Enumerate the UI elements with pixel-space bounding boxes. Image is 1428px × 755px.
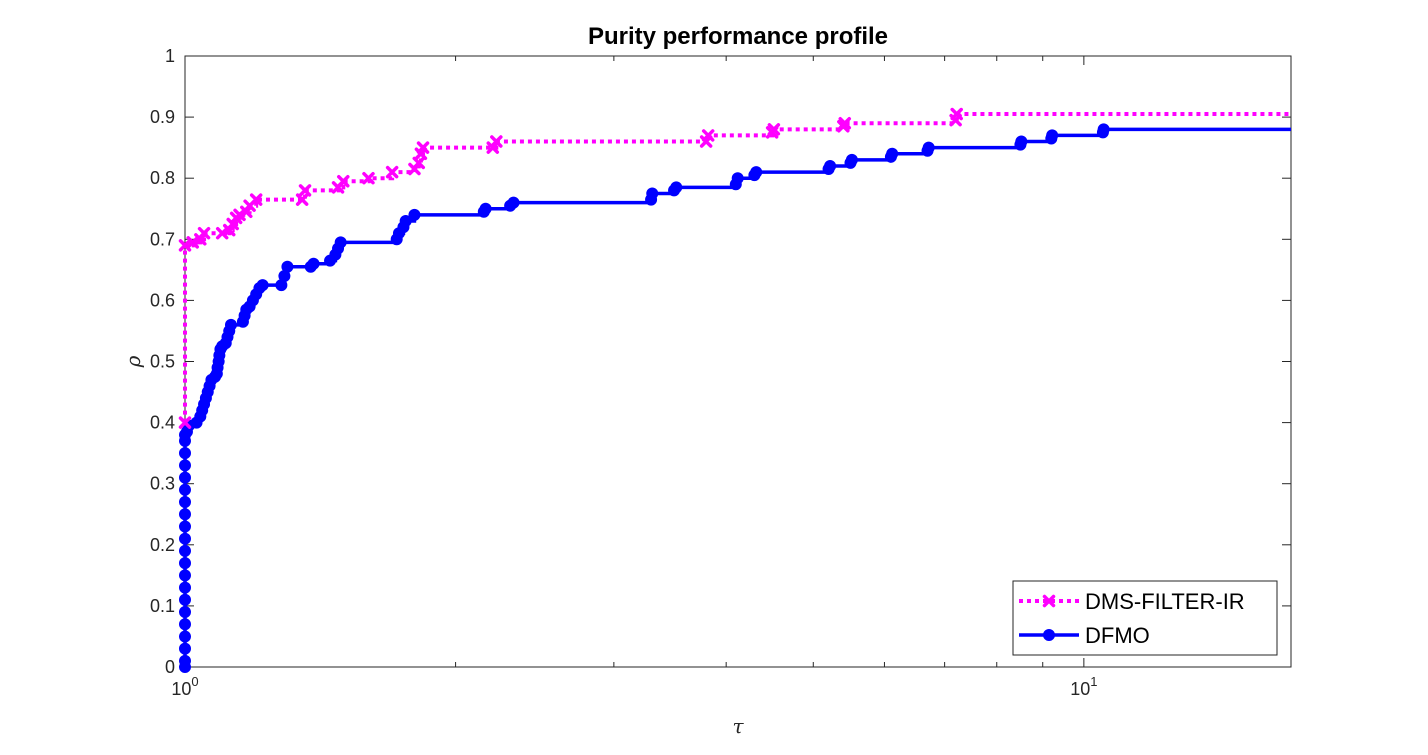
data-point-dfmo (179, 581, 191, 594)
data-point-dms-filter-ir (249, 193, 263, 206)
data-point-dms-filter-ir (767, 123, 781, 136)
data-point-dfmo (179, 630, 191, 643)
data-point-dms-filter-ir (490, 135, 503, 148)
data-point-dfmo (179, 606, 191, 619)
data-point-dfmo (307, 257, 320, 270)
data-point-dms-filter-ir (416, 141, 430, 154)
data-point-dfmo (479, 202, 492, 215)
data-point-dms-filter-ir (701, 129, 715, 142)
data-point-dfmo (179, 569, 191, 582)
data-point-dms-filter-ir (486, 141, 500, 154)
y-tick-label: 0.7 (150, 229, 175, 249)
y-tick-label: 0.3 (150, 474, 175, 494)
legend-label-dfmo: DFMO (1085, 623, 1150, 648)
data-point-dms-filter-ir (222, 223, 236, 237)
data-point-dfmo (922, 141, 935, 154)
series-dms-filter-ir (178, 107, 1291, 429)
legend-marker-dfmo (1043, 629, 1055, 641)
data-point-dms-filter-ir (385, 165, 399, 179)
data-point-dfmo (750, 166, 763, 179)
data-point-dms-filter-ir (240, 205, 253, 219)
data-point-dfmo (179, 593, 191, 606)
data-point-dfmo (670, 181, 683, 194)
x-tick-label: 100 (171, 674, 198, 699)
legend: DMS-FILTER-IR DFMO (1012, 580, 1278, 656)
y-tick-label: 0.8 (150, 168, 175, 188)
data-point-dfmo (646, 187, 659, 200)
y-tick-label: 0.2 (150, 535, 175, 555)
data-point-dfmo (179, 618, 191, 631)
plot-frame (184, 55, 1292, 668)
data-point-dfmo (179, 557, 191, 570)
data-point-dfmo (1046, 129, 1059, 142)
data-point-dfmo (507, 196, 520, 209)
y-tick-label: 0 (165, 657, 175, 677)
y-tick-label: 0.1 (150, 596, 175, 616)
data-point-dfmo (281, 260, 294, 273)
data-point-dfmo (845, 153, 858, 166)
series-layer (178, 107, 1291, 673)
data-point-dfmo (224, 318, 237, 331)
data-point-dfmo (179, 471, 191, 484)
y-tick-label: 0.5 (150, 352, 175, 372)
data-point-dfmo (179, 496, 191, 509)
legend-marker-dms-filter-ir (1042, 594, 1056, 608)
data-point-dfmo (886, 147, 899, 160)
data-point-dfmo (179, 532, 191, 545)
data-point-dms-filter-ir (412, 156, 426, 170)
chart-title: Purity performance profile (588, 23, 888, 50)
legend-box (1012, 580, 1278, 656)
data-point-dfmo (179, 483, 191, 496)
x-tick-label: 101 (1070, 674, 1097, 699)
y-axis-label: ρ (121, 355, 145, 368)
plot-box (184, 55, 1292, 668)
data-point-dms-filter-ir (226, 217, 239, 231)
data-point-dfmo (399, 214, 412, 227)
legend-label-dms-filter-ir: DMS-FILTER-IR (1085, 589, 1245, 614)
data-point-dfmo (179, 520, 191, 533)
data-point-dfmo (179, 654, 191, 667)
data-point-dms-filter-ir (178, 416, 192, 429)
data-point-dfmo (408, 208, 421, 221)
data-point-dfmo (179, 508, 191, 521)
data-point-dfmo (179, 642, 191, 655)
data-point-dfmo (179, 459, 191, 472)
data-point-dms-filter-ir (298, 184, 312, 197)
data-point-dfmo (1015, 135, 1028, 148)
data-point-dms-filter-ir (337, 175, 350, 188)
data-point-dms-filter-ir (362, 171, 375, 185)
data-point-dfmo (824, 159, 837, 172)
data-point-dfmo (256, 279, 269, 292)
data-point-dms-filter-ir (838, 116, 852, 130)
data-point-dms-filter-ir (197, 226, 211, 240)
data-point-dfmo (179, 544, 191, 557)
y-tick-label: 0.9 (150, 107, 175, 127)
data-point-dms-filter-ir (295, 193, 309, 206)
x-axis-label: τ (732, 714, 744, 738)
y-tick-label: 0.4 (150, 413, 175, 433)
data-point-dfmo (179, 447, 191, 460)
y-axis-ticks: 0 0.1 0.2 0.3 0.4 0.5 0.6 0.7 0.8 0.9 1 (150, 46, 1291, 677)
data-point-dfmo (731, 172, 744, 185)
data-point-dfmo (1097, 123, 1110, 136)
series-dfmo (179, 123, 1291, 673)
y-tick-label: 1 (165, 46, 175, 66)
y-tick-label: 0.6 (150, 290, 175, 310)
data-point-dms-filter-ir (950, 107, 963, 121)
series-line-dms-filter-ir (183, 112, 1291, 423)
data-point-dfmo (334, 236, 347, 249)
